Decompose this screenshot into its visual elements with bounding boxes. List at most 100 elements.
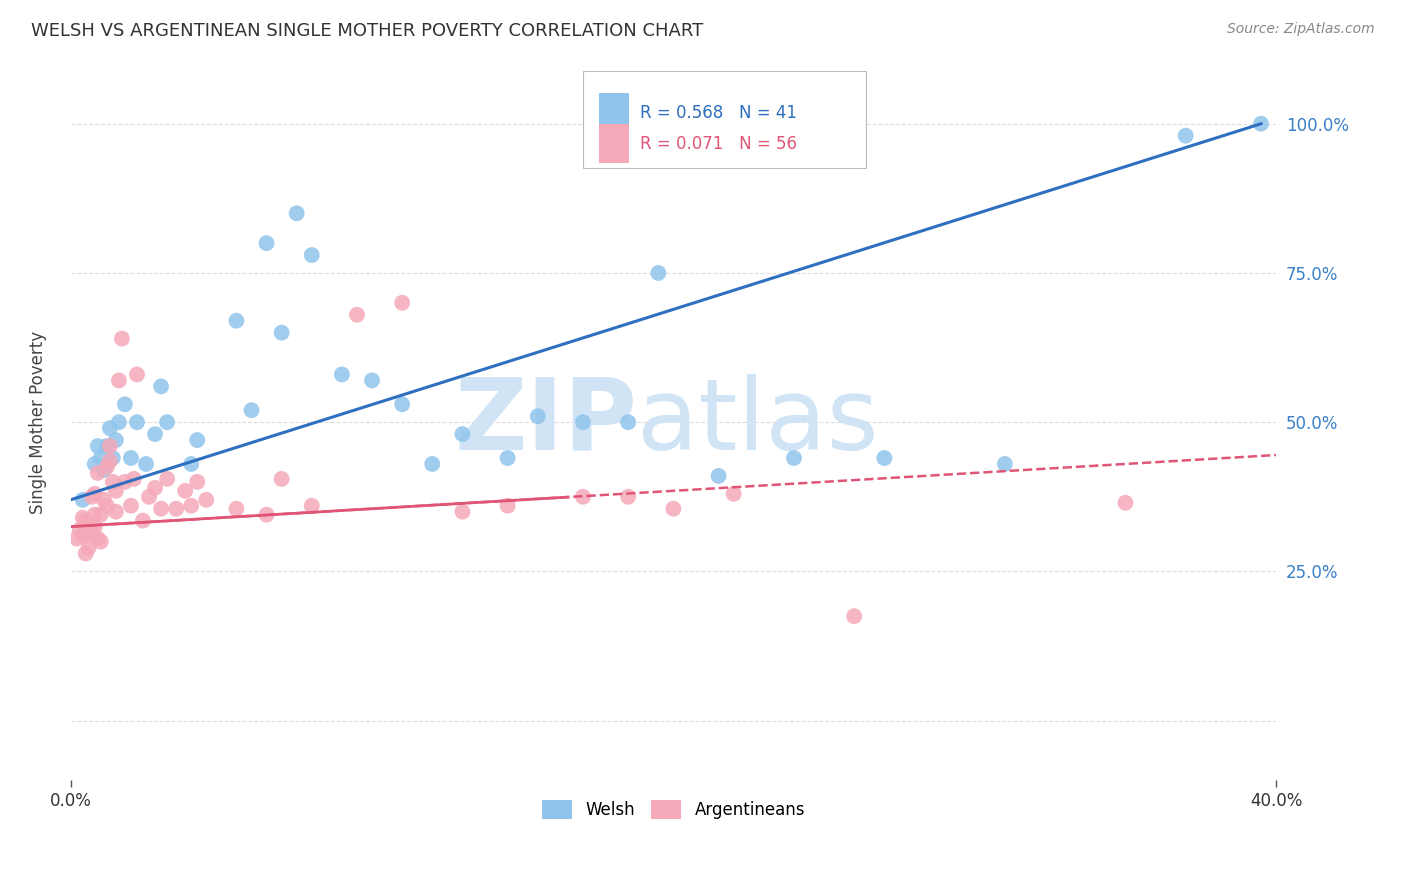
Point: [72, 492, 94, 507]
Point: [526, 409, 548, 424]
Point: [180, 499, 202, 513]
Point: [225, 314, 247, 328]
FancyBboxPatch shape: [599, 123, 628, 163]
Point: [844, 609, 866, 624]
Point: [83, 519, 105, 533]
Text: WELSH VS ARGENTINEAN SINGLE MOTHER POVERTY CORRELATION CHART: WELSH VS ARGENTINEAN SINGLE MOTHER POVER…: [31, 22, 703, 40]
Point: [662, 501, 685, 516]
Point: [143, 481, 166, 495]
Point: [270, 326, 292, 340]
Point: [451, 505, 474, 519]
Point: [120, 499, 142, 513]
Point: [240, 403, 263, 417]
Point: [98, 421, 121, 435]
Point: [1250, 117, 1272, 131]
Point: [83, 487, 105, 501]
Point: [125, 415, 148, 429]
Point: [108, 373, 131, 387]
Point: [66, 532, 89, 546]
Point: [617, 490, 640, 504]
Point: [90, 508, 112, 522]
Point: [186, 475, 208, 489]
Point: [301, 499, 323, 513]
Text: atlas: atlas: [637, 374, 879, 471]
Point: [572, 490, 595, 504]
Point: [1174, 128, 1197, 143]
Point: [138, 490, 160, 504]
Point: [114, 397, 136, 411]
Point: [783, 450, 806, 465]
Point: [114, 475, 136, 489]
Point: [496, 450, 519, 465]
Point: [156, 415, 179, 429]
Point: [225, 501, 247, 516]
FancyBboxPatch shape: [599, 93, 628, 132]
Point: [96, 499, 118, 513]
Point: [75, 514, 97, 528]
Point: [72, 528, 94, 542]
Point: [104, 505, 127, 519]
Point: [98, 439, 121, 453]
Point: [75, 547, 97, 561]
Point: [77, 516, 100, 531]
FancyBboxPatch shape: [583, 71, 866, 168]
Point: [156, 472, 179, 486]
Point: [87, 466, 110, 480]
Y-axis label: Single Mother Poverty: Single Mother Poverty: [30, 331, 46, 514]
Point: [120, 450, 142, 465]
Point: [122, 472, 145, 486]
Point: [104, 433, 127, 447]
Point: [451, 427, 474, 442]
Point: [96, 459, 118, 474]
Point: [180, 457, 202, 471]
Point: [93, 463, 115, 477]
Point: [723, 487, 745, 501]
Point: [165, 501, 187, 516]
Point: [873, 450, 896, 465]
Point: [1114, 496, 1136, 510]
Point: [101, 450, 124, 465]
Text: ZIP: ZIP: [454, 374, 637, 471]
Point: [111, 332, 134, 346]
Point: [87, 532, 110, 546]
Point: [420, 457, 443, 471]
Point: [80, 490, 103, 504]
Point: [195, 492, 218, 507]
Point: [391, 295, 413, 310]
Point: [496, 499, 519, 513]
Point: [80, 525, 103, 540]
Point: [391, 397, 413, 411]
Point: [572, 415, 595, 429]
Point: [186, 433, 208, 447]
Legend: Welsh, Argentineans: Welsh, Argentineans: [536, 793, 811, 826]
Point: [256, 236, 278, 251]
Point: [330, 368, 353, 382]
Point: [150, 501, 173, 516]
Point: [108, 415, 131, 429]
Point: [104, 483, 127, 498]
Point: [270, 472, 292, 486]
Point: [69, 523, 91, 537]
Point: [361, 373, 384, 387]
Point: [256, 508, 278, 522]
Point: [90, 534, 112, 549]
Point: [83, 508, 105, 522]
Point: [135, 457, 157, 471]
Text: R = 0.568   N = 41: R = 0.568 N = 41: [640, 103, 797, 122]
Point: [72, 510, 94, 524]
Point: [96, 439, 118, 453]
Point: [707, 469, 730, 483]
Point: [174, 483, 197, 498]
Text: R = 0.071   N = 56: R = 0.071 N = 56: [640, 135, 797, 153]
Point: [75, 525, 97, 540]
Point: [994, 457, 1017, 471]
Point: [90, 450, 112, 465]
Point: [143, 427, 166, 442]
Point: [285, 206, 308, 220]
Point: [77, 541, 100, 555]
Point: [301, 248, 323, 262]
Point: [87, 439, 110, 453]
Point: [647, 266, 669, 280]
Point: [98, 454, 121, 468]
Point: [132, 514, 155, 528]
